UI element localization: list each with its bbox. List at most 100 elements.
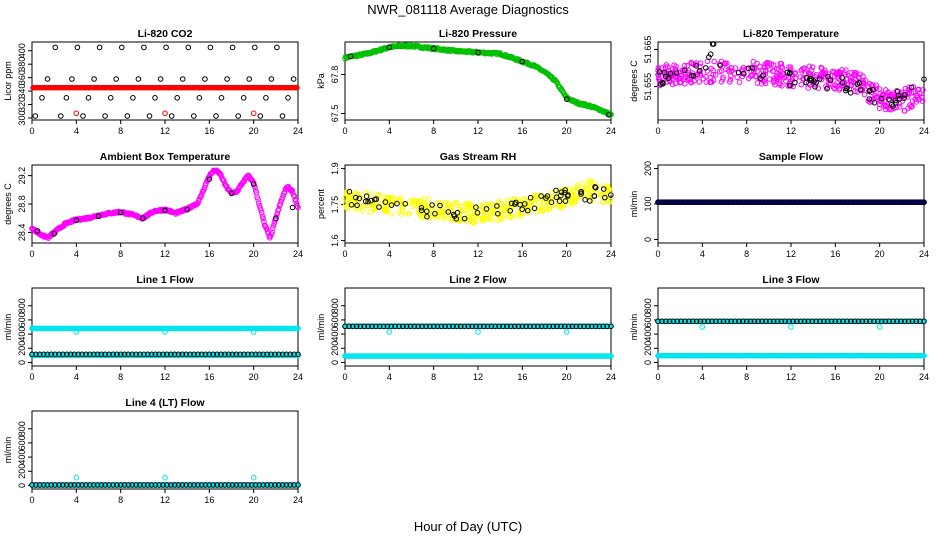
data-point <box>80 113 86 119</box>
data-point <box>83 351 89 358</box>
data-point <box>79 351 85 358</box>
data-point <box>808 77 815 84</box>
data-point <box>749 64 755 70</box>
x-tick-label: 0 <box>342 372 347 382</box>
data-point <box>409 203 416 210</box>
data-point <box>184 206 190 213</box>
data-point <box>137 351 143 358</box>
data-point <box>747 199 754 205</box>
data-point <box>107 95 114 101</box>
data-point <box>792 79 798 86</box>
series-standards <box>29 351 301 358</box>
data-point <box>44 76 51 82</box>
x-tick-label: 4 <box>74 126 79 136</box>
data-point <box>548 199 555 205</box>
data-point <box>157 76 164 82</box>
data-point <box>58 113 64 119</box>
data-point <box>91 76 97 82</box>
y-tick-label: 0 <box>17 360 27 365</box>
data-point <box>129 351 135 358</box>
data-point <box>245 172 252 179</box>
data-point <box>656 69 663 75</box>
data-point <box>179 351 186 358</box>
data-point <box>790 199 796 205</box>
data-point <box>782 199 789 205</box>
data-point <box>475 49 481 56</box>
data-point <box>418 205 425 211</box>
data-point <box>481 206 488 212</box>
x-tick-label: 16 <box>517 249 527 259</box>
data-point <box>817 76 823 82</box>
data-point <box>913 199 920 205</box>
data-point <box>882 106 889 113</box>
series-dips <box>386 329 570 335</box>
data-point <box>164 351 170 358</box>
x-tick-label: 0 <box>342 126 347 136</box>
data-point <box>73 217 80 224</box>
data-point <box>878 199 885 205</box>
data-point <box>217 171 223 177</box>
data-point <box>724 60 730 67</box>
data-point <box>250 329 257 335</box>
data-point <box>470 205 476 212</box>
data-point <box>821 199 827 205</box>
data-point <box>420 213 427 219</box>
data-point <box>901 95 907 101</box>
data-point <box>839 80 846 86</box>
data-point <box>471 213 477 219</box>
data-point <box>512 201 518 207</box>
data-point <box>34 228 41 234</box>
x-tick-label: 4 <box>387 249 392 259</box>
data-point <box>665 64 671 70</box>
y-tick-label: 200 <box>643 341 653 356</box>
data-point <box>913 92 920 99</box>
y-tick-label: 29.2 <box>17 167 27 185</box>
data-point <box>674 199 681 205</box>
data-point <box>841 69 848 76</box>
data-point <box>117 351 124 358</box>
data-point <box>890 103 896 109</box>
data-point <box>210 351 216 358</box>
data-point <box>874 199 881 205</box>
data-point <box>778 199 785 205</box>
data-point <box>553 187 559 194</box>
data-point <box>248 351 255 358</box>
data-point <box>63 95 70 101</box>
y-axis-label: ml/min <box>629 314 639 341</box>
x-tick-label: 24 <box>293 249 303 259</box>
data-point <box>141 44 147 51</box>
data-point <box>39 95 45 101</box>
data-point <box>894 199 900 205</box>
data-point <box>809 64 816 70</box>
data-point <box>901 108 908 114</box>
y-tick-label: 1.75 <box>330 196 340 214</box>
data-point <box>709 199 715 205</box>
y-tick-label: 200 <box>643 161 653 176</box>
data-point <box>483 206 490 212</box>
data-point <box>601 183 608 189</box>
data-point <box>347 199 354 205</box>
data-point <box>245 351 251 358</box>
data-point <box>543 205 550 212</box>
data-point <box>32 113 39 119</box>
panel-title: Line 2 Flow <box>449 274 507 286</box>
data-point <box>473 212 480 219</box>
series-upper <box>29 325 301 332</box>
data-point <box>890 199 897 205</box>
data-point <box>803 79 810 86</box>
data-point <box>663 73 669 80</box>
data-point <box>548 189 555 196</box>
data-point <box>907 102 913 108</box>
data-point <box>763 199 769 205</box>
data-point <box>819 65 825 72</box>
y-axis-label: ml/min <box>3 437 13 464</box>
series-averages <box>29 167 301 241</box>
x-tick-label: 12 <box>473 249 483 259</box>
data-point <box>701 199 708 205</box>
data-point <box>388 202 395 208</box>
data-point <box>775 66 782 73</box>
data-point <box>237 351 243 358</box>
data-point <box>777 60 784 67</box>
data-point <box>690 73 697 79</box>
data-point <box>291 193 298 199</box>
